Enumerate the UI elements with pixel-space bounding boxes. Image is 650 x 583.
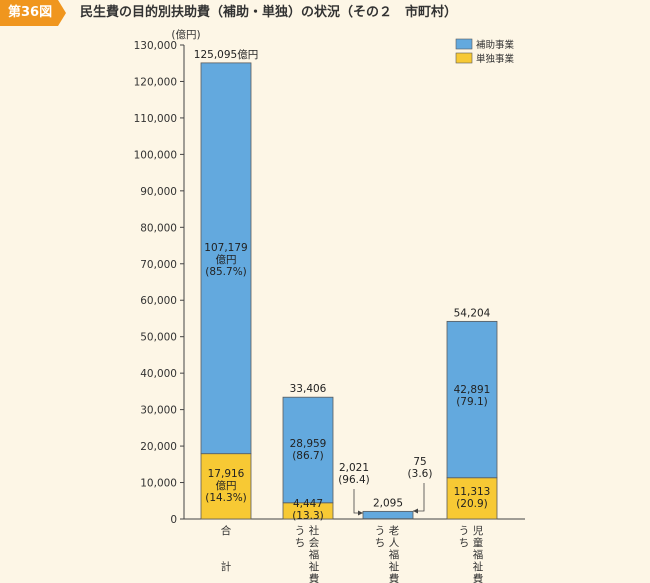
legend-swatch xyxy=(455,38,473,50)
figure-number-badge: 第36図 xyxy=(0,0,66,26)
segment-value-label: 億円 xyxy=(216,253,237,266)
bar-hojo-segment xyxy=(282,396,334,504)
category-label: 児 xyxy=(473,525,484,537)
y-tick-label: 120,000 xyxy=(134,76,177,88)
segment-value-label: (79.1) xyxy=(456,396,488,408)
figure-header: 第36図 民生費の目的別扶助費（補助・単独）の状況（その２ 市町村） xyxy=(0,0,650,26)
category-label: 費 xyxy=(309,572,320,583)
category-label: 祉 xyxy=(309,561,320,573)
category-label-prefix: ち xyxy=(295,537,306,549)
bar-tandoku-segment xyxy=(446,477,498,520)
callout-arrow xyxy=(358,510,363,516)
segment-value-label: (3.6) xyxy=(408,468,433,480)
y-tick-label: 10,000 xyxy=(140,478,177,490)
y-tick-label: 0 xyxy=(170,514,177,526)
category-label: 人 xyxy=(389,537,400,549)
category-label: 計 xyxy=(221,560,232,573)
bar-total-label: 33,406 xyxy=(290,383,327,395)
bar-total-label: 54,204 xyxy=(454,307,491,319)
segment-value-label: 11,313 xyxy=(454,486,491,498)
segment-value-label: (14.3%) xyxy=(205,492,247,504)
y-tick-label: 80,000 xyxy=(140,222,177,234)
segment-value-label: (86.7) xyxy=(292,450,324,462)
legend-label: 単独事業 xyxy=(476,53,515,65)
category-label: 老 xyxy=(389,524,400,537)
callout-line xyxy=(413,483,425,512)
callout-arrow xyxy=(413,508,418,514)
segment-value-label: 107,179 xyxy=(204,242,247,254)
y-tick-label: 70,000 xyxy=(140,259,177,271)
segment-value-label: 28,959 xyxy=(290,438,327,450)
figure-title: 民生費の目的別扶助費（補助・単独）の状況（その２ 市町村） xyxy=(80,5,458,20)
category-label: 社 xyxy=(309,524,320,537)
category-label-prefix: う xyxy=(295,525,306,537)
category-label: 福 xyxy=(309,548,320,561)
category-label: 福 xyxy=(473,548,484,561)
segment-value-label: 2,021 xyxy=(339,462,369,474)
category-label: 童 xyxy=(473,536,484,549)
y-tick-label: 60,000 xyxy=(140,295,177,307)
category-label: 祉 xyxy=(473,561,484,573)
category-label: 福 xyxy=(389,548,400,561)
callout-line xyxy=(353,489,363,514)
segment-value-label: 億円 xyxy=(216,479,237,492)
bar-hojo-segment xyxy=(200,62,252,455)
segment-value-label: 42,891 xyxy=(454,384,491,396)
y-unit-label: (億円) xyxy=(171,28,200,41)
segment-value-label: 17,916 xyxy=(208,468,245,480)
segment-value-label: (96.4) xyxy=(338,474,370,486)
category-label: 会 xyxy=(309,536,320,549)
category-label-prefix: ち xyxy=(459,537,470,549)
category-label-prefix: ち xyxy=(375,537,386,549)
category-label: 合 xyxy=(221,524,232,537)
bar-total-label: 2,095 xyxy=(373,497,403,509)
y-tick-label: 30,000 xyxy=(140,405,177,417)
bar-total-label: 125,095億円 xyxy=(194,48,258,61)
segment-value-label: 4,447 xyxy=(293,498,323,510)
segment-value-label: (20.9) xyxy=(456,498,488,510)
segment-value-label: (13.3) xyxy=(292,510,324,522)
y-tick-label: 40,000 xyxy=(140,368,177,380)
y-tick-label: 130,000 xyxy=(134,40,177,52)
segment-value-label: 75 xyxy=(413,456,426,468)
y-tick-label: 100,000 xyxy=(134,149,177,161)
y-tick-label: 90,000 xyxy=(140,186,177,198)
category-label-prefix: う xyxy=(459,525,470,537)
y-tick-label: 50,000 xyxy=(140,332,177,344)
category-label: 費 xyxy=(389,572,400,583)
legend-swatch xyxy=(455,52,473,64)
bar-hojo-segment xyxy=(446,320,498,479)
category-label: 費 xyxy=(473,572,484,583)
y-tick-label: 110,000 xyxy=(134,113,177,125)
y-tick-label: 20,000 xyxy=(140,441,177,453)
bar-hojo-segment xyxy=(362,510,414,520)
segment-value-label: (85.7%) xyxy=(205,266,247,278)
category-label: 祉 xyxy=(389,561,400,573)
category-label-prefix: う xyxy=(375,525,386,537)
legend-label: 補助事業 xyxy=(476,39,515,51)
